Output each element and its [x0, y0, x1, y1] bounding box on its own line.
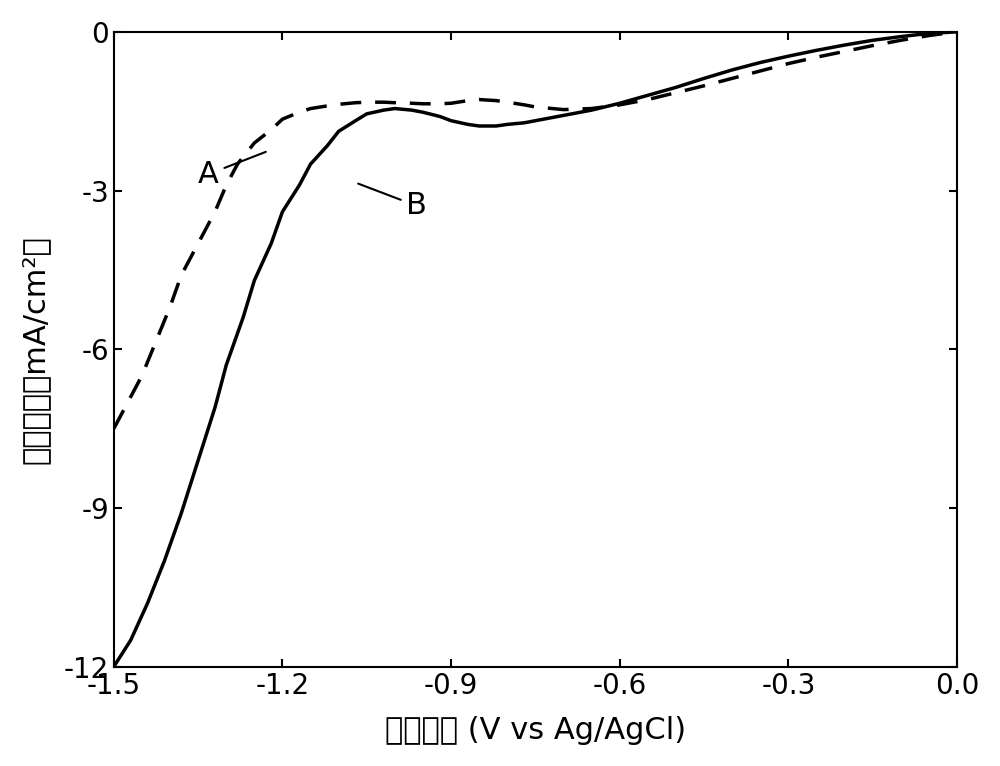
Text: A: A [198, 152, 266, 188]
Y-axis label: 电流密度（mA/cm²）: 电流密度（mA/cm²） [21, 235, 50, 463]
Text: B: B [358, 184, 427, 221]
X-axis label: 电极电位 (V vs Ag/AgCl): 电极电位 (V vs Ag/AgCl) [385, 716, 686, 745]
